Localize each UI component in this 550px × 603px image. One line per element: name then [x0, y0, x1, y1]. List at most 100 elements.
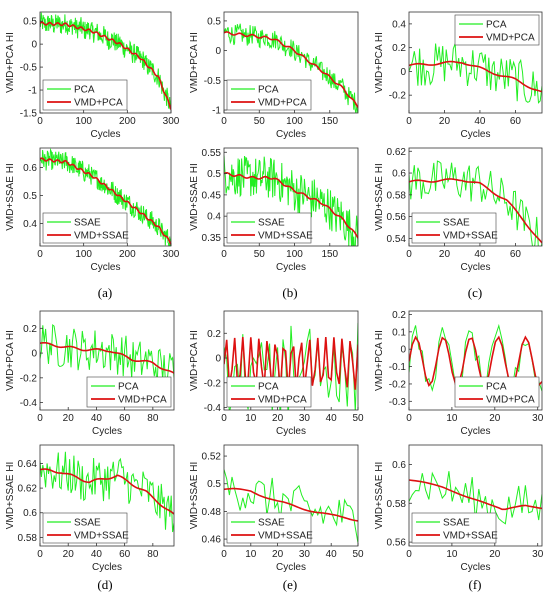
x-tick-label: 40: [326, 413, 338, 424]
x-tick-label: 0: [221, 249, 227, 260]
y-tick-label: -0.5: [204, 76, 222, 87]
legend-box: [42, 212, 128, 244]
series-vmd-pca-line: [224, 31, 358, 109]
x-tick-label: 40: [91, 549, 103, 560]
y-tick-label: -0.2: [20, 373, 38, 384]
series-vmd-pca-line: [409, 335, 542, 388]
y-axis-label: VMD+PCA HI: [374, 330, 385, 391]
y-tick-label: 0.5: [207, 169, 221, 180]
legend-f2: SSAE VMD+SSAE: [411, 512, 498, 544]
legend-entry: PCA: [486, 382, 507, 393]
x-tick-label: 0: [406, 249, 412, 260]
axes-frame-f: [408, 310, 543, 411]
axes-frame-a2: [39, 147, 172, 247]
legend-box: [42, 79, 128, 111]
legend-box: [411, 512, 497, 544]
x-tick-label: 10: [446, 413, 458, 424]
y-tick-label: 0.6: [392, 169, 406, 180]
series-vmd-pca-line: [40, 21, 171, 110]
y-tick-label: -0.4: [20, 398, 38, 409]
y-tick-label: 0.2: [207, 329, 221, 340]
y-tick-label: 0.54: [387, 234, 407, 245]
legend-box: [226, 376, 312, 408]
y-tick-label: 0: [215, 354, 221, 365]
subplot-a2: 0 100 200 300 0.6 0.5 0.4 Cycles VMD+SSAE HI SSAE…: [5, 147, 180, 273]
y-axis-label: VMD+SSAE HI: [5, 462, 16, 530]
y-tick-label: 0.62: [18, 484, 38, 495]
x-tick-label: 0: [37, 249, 43, 260]
legend-entry: PCA: [258, 85, 279, 96]
y-tick-label: 0: [31, 349, 37, 360]
plot-area-a: [40, 12, 171, 110]
panel-caption: (e): [283, 577, 297, 592]
legend-f: PCA VMD+PCA: [454, 376, 540, 408]
x-tick-label: 200: [119, 116, 136, 127]
legend-entry: SSAE: [258, 218, 285, 229]
y-tick-label: -0.2: [204, 378, 222, 389]
x-tick-label: 0: [406, 549, 412, 560]
panel-caption: (b): [282, 285, 297, 300]
legend-entry: VMD+SSAE: [258, 531, 313, 542]
y-tick-label: 0.1: [392, 327, 406, 338]
legend-entry: VMD+SSAE: [74, 231, 129, 242]
plot-area-b2: [224, 155, 358, 246]
y-axis-label: VMD+PCA HI: [5, 32, 16, 93]
legend-entry: VMD+SSAE: [443, 231, 498, 242]
y-tick-label: 0.6: [23, 163, 37, 174]
series-vmd-ssae-line: [409, 178, 542, 244]
panel-caption: (f): [469, 577, 482, 592]
x-tick-label: 60: [119, 549, 131, 560]
series-pca-line: [224, 23, 358, 113]
panel-caption: (a): [98, 285, 112, 300]
plot-area-c: [409, 43, 542, 104]
x-tick-label: 150: [321, 249, 338, 260]
x-tick-label: 300: [163, 249, 180, 260]
x-tick-label: 50: [352, 413, 364, 424]
x-tick-label: 0: [221, 116, 227, 127]
plot-area-d2: [40, 451, 174, 533]
legend-entry: VMD+SSAE: [258, 231, 313, 242]
x-axis-label: Cycles: [460, 562, 490, 573]
y-tick-label: -0.2: [389, 379, 407, 390]
x-tick-label: 0: [37, 413, 43, 424]
series-vmd-ssae-line: [224, 487, 358, 522]
x-tick-label: 40: [326, 549, 338, 560]
x-tick-label: 40: [91, 413, 103, 424]
y-tick-label: -0.2: [389, 91, 407, 102]
x-tick-label: 0: [406, 413, 412, 424]
legend-entry: VMD+SSAE: [74, 531, 129, 542]
x-tick-label: 80: [147, 549, 159, 560]
x-tick-label: 100: [286, 249, 303, 260]
legend-entry: VMD+PCA: [74, 98, 123, 109]
x-tick-label: 20: [272, 413, 284, 424]
x-tick-label: 100: [75, 116, 92, 127]
x-tick-label: 0: [221, 413, 227, 424]
y-tick-label: 0.2: [23, 324, 37, 335]
x-tick-label: 20: [272, 549, 284, 560]
legend-box: [226, 512, 312, 544]
x-axis-label: Cycles: [92, 562, 122, 573]
legend-d2: SSAE VMD+SSAE: [42, 512, 129, 544]
legend-b2: SSAE VMD+SSAE: [226, 212, 313, 244]
y-tick-label: 0.46: [202, 535, 222, 546]
y-axis-label: VMD+SSAE HI: [189, 163, 200, 231]
x-tick-label: 0: [221, 549, 227, 560]
y-tick-label: 0.56: [387, 212, 407, 223]
legend-box: [411, 212, 497, 244]
legend-box: [226, 79, 312, 111]
axes-frame-b2: [223, 147, 359, 247]
y-axis-label: VMD+SSAE HI: [189, 462, 200, 530]
subplot-e: 0 10 20 30 40 50 0.2 0 -0.2 -0.4 Cycles VMD+PCA HI P…: [189, 310, 364, 437]
series-vmd-pca-line: [409, 60, 542, 93]
legend-entry: PCA: [258, 382, 279, 393]
y-tick-label: 0.58: [387, 499, 407, 510]
axes-frame-d: [39, 310, 175, 411]
axes-frame-c2: [408, 147, 543, 247]
x-tick-label: 80: [147, 413, 159, 424]
y-tick-label: -0.3: [389, 397, 407, 408]
y-tick-label: 0.56: [387, 538, 407, 549]
plot-area-a2: [40, 148, 171, 246]
x-tick-label: 60: [119, 413, 131, 424]
x-tick-label: 0: [406, 116, 412, 127]
x-tick-label: 300: [163, 116, 180, 127]
